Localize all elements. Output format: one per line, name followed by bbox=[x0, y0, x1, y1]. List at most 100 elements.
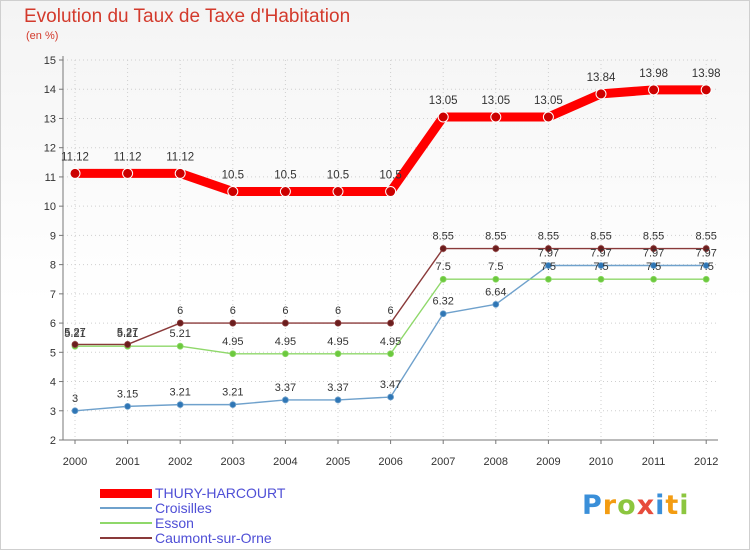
data-point bbox=[595, 88, 607, 100]
logo-letter: P bbox=[582, 490, 603, 521]
data-point bbox=[281, 350, 289, 358]
data-point bbox=[69, 167, 81, 179]
data-point bbox=[439, 275, 447, 283]
data-label: 5.21 bbox=[117, 328, 138, 340]
data-label: 5.21 bbox=[64, 328, 85, 340]
data-point bbox=[700, 84, 712, 96]
y-tick-label: 6 bbox=[50, 318, 56, 330]
data-point bbox=[597, 245, 605, 252]
data-label: 6.64 bbox=[485, 286, 506, 298]
x-tick-label: 2004 bbox=[273, 456, 297, 468]
data-point bbox=[650, 275, 657, 283]
data-point bbox=[597, 262, 605, 269]
data-label: 13.98 bbox=[639, 68, 668, 80]
x-tick-label: 2001 bbox=[115, 456, 139, 468]
data-point bbox=[545, 262, 552, 269]
legend-swatch bbox=[100, 507, 152, 509]
data-label: 7.5 bbox=[488, 261, 503, 273]
data-label: 10.5 bbox=[222, 170, 244, 182]
data-point bbox=[648, 84, 660, 96]
data-point bbox=[545, 275, 552, 283]
data-point bbox=[229, 350, 237, 358]
y-tick-label: 11 bbox=[45, 172, 56, 184]
data-label: 7.97 bbox=[538, 247, 559, 259]
data-point bbox=[702, 245, 710, 252]
data-label: 3.37 bbox=[327, 382, 348, 394]
data-point bbox=[124, 402, 131, 410]
data-label: 13.05 bbox=[429, 95, 458, 107]
data-label: 4.95 bbox=[380, 336, 401, 348]
logo-letter: t bbox=[665, 490, 680, 521]
data-label: 3.15 bbox=[117, 388, 138, 400]
axes: 2 3 4 5 6 7 8 9 10 11 12 13 14 15 2000 2001 2002 2003 2004… bbox=[44, 55, 719, 468]
logo-letter: i bbox=[655, 490, 666, 521]
legend-label: Croisilles bbox=[155, 500, 212, 516]
x-tick-label: 2005 bbox=[326, 456, 350, 468]
data-point bbox=[334, 319, 342, 327]
data-point bbox=[439, 310, 447, 318]
data-point bbox=[385, 186, 397, 198]
data-label: 7.97 bbox=[590, 247, 611, 259]
data-point bbox=[387, 393, 395, 401]
data-label: 7.5 bbox=[541, 261, 556, 273]
data-point bbox=[334, 396, 342, 404]
series-lines bbox=[69, 84, 712, 415]
data-label: 4.95 bbox=[275, 336, 296, 348]
data-label: 3 bbox=[72, 393, 78, 405]
data-label: 5.27 bbox=[64, 326, 85, 338]
data-label: 10.5 bbox=[274, 170, 296, 182]
data-label: 7.5 bbox=[593, 261, 608, 273]
data-label: 8.55 bbox=[538, 231, 559, 243]
x-tick-label: 2009 bbox=[536, 456, 560, 468]
chart-title: Evolution du Taux de Taxe d'Habitation bbox=[24, 6, 351, 27]
y-tick-label: 9 bbox=[50, 230, 56, 242]
data-label: 6 bbox=[388, 305, 394, 317]
data-point bbox=[124, 341, 131, 348]
data-label: 4.95 bbox=[327, 336, 348, 348]
data-point bbox=[71, 341, 79, 348]
data-point bbox=[492, 300, 500, 308]
data-point bbox=[176, 342, 184, 350]
data-point bbox=[229, 319, 237, 327]
x-tick-label: 2008 bbox=[484, 456, 508, 468]
legend-swatch bbox=[100, 537, 152, 539]
data-point bbox=[702, 262, 710, 269]
data-point bbox=[174, 167, 186, 179]
data-point bbox=[279, 186, 291, 198]
data-point bbox=[71, 407, 79, 415]
y-tick-label: 12 bbox=[44, 143, 56, 155]
data-point bbox=[281, 396, 289, 404]
data-point bbox=[281, 319, 289, 327]
data-label: 13.84 bbox=[587, 72, 616, 84]
data-label: 7.97 bbox=[643, 247, 664, 259]
data-label: 6 bbox=[282, 305, 288, 317]
data-point bbox=[492, 275, 500, 283]
data-point bbox=[176, 319, 184, 327]
x-tick-label: 2007 bbox=[431, 456, 455, 468]
legend-swatch bbox=[100, 489, 152, 498]
y-tick-label: 5 bbox=[50, 347, 56, 359]
data-label: 3.47 bbox=[380, 379, 401, 391]
data-point bbox=[650, 262, 657, 269]
y-tick-label: 3 bbox=[50, 406, 56, 418]
y-tick-label: 15 bbox=[44, 55, 56, 67]
x-tick-label: 2000 bbox=[63, 456, 87, 468]
data-label: 4.95 bbox=[222, 336, 243, 348]
y-tick-label: 4 bbox=[50, 377, 56, 389]
data-label: 3.21 bbox=[222, 387, 243, 399]
data-point bbox=[597, 275, 605, 283]
y-tick-label: 2 bbox=[50, 435, 56, 447]
data-point bbox=[387, 319, 395, 327]
data-label: 11.12 bbox=[114, 151, 142, 163]
x-tick-label: 2011 bbox=[642, 456, 666, 468]
data-label: 10.5 bbox=[327, 170, 349, 182]
data-label: 13.05 bbox=[481, 95, 510, 107]
data-point bbox=[229, 401, 237, 409]
data-point bbox=[439, 245, 447, 252]
data-point bbox=[650, 245, 657, 252]
data-label: 5.27 bbox=[117, 326, 138, 338]
grid bbox=[63, 59, 718, 440]
data-point bbox=[542, 111, 554, 123]
data-labels: 3 3.15 3.21 3.21 3.37 3.37 3.47 6.32 6.64 7.97 7.9… bbox=[61, 68, 721, 405]
data-point bbox=[122, 167, 134, 179]
